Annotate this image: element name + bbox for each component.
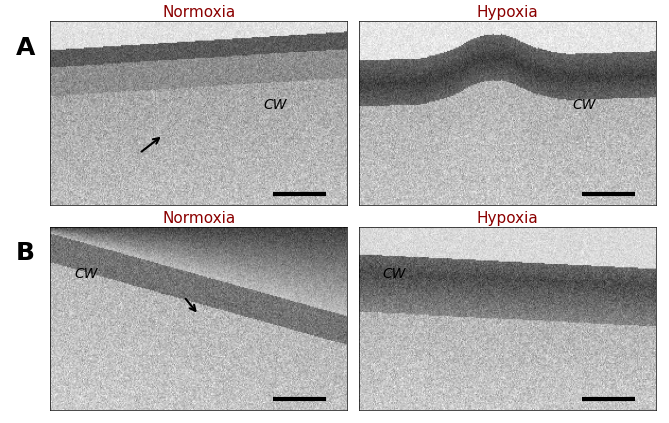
Text: CW: CW [573,98,596,112]
Text: CW: CW [383,267,406,281]
Title: Hypoxia: Hypoxia [476,5,539,20]
Title: Hypoxia: Hypoxia [476,211,539,225]
Text: CW: CW [264,98,288,112]
Text: CW: CW [74,267,98,281]
Title: Normoxia: Normoxia [162,5,235,20]
Title: Normoxia: Normoxia [162,211,235,225]
Text: B: B [16,242,35,265]
Text: A: A [16,36,35,60]
